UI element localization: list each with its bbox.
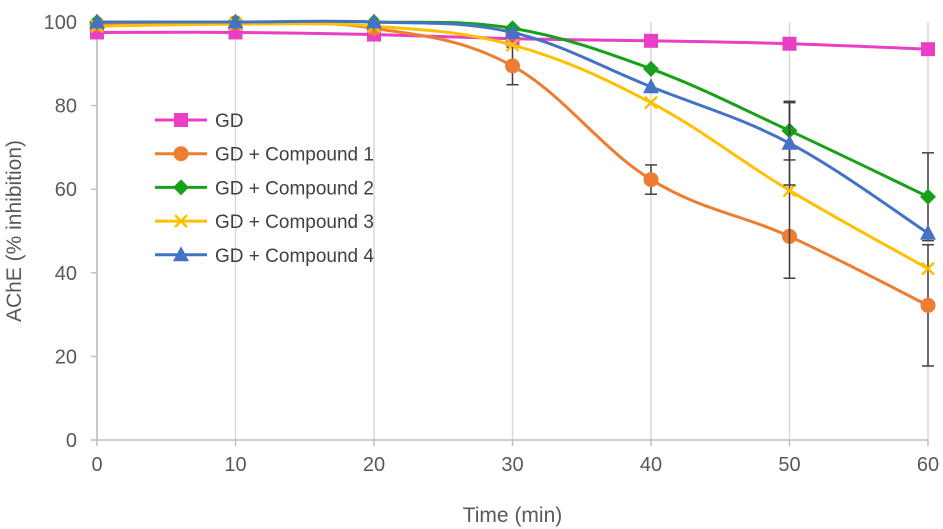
axes: 0 20 40 60 80 100 0 10 20 30 40 50 60 Time (min) AChE …: [3, 12, 939, 527]
x-axis-title: Time (min): [463, 504, 563, 527]
legend: GD GD + Compound 1 GD + Compound 2 GD + Com…: [155, 111, 374, 267]
data-point: [921, 42, 935, 57]
data-point: [920, 188, 936, 205]
y-tick-label: 0: [66, 430, 77, 452]
x-marker-stroke: [921, 261, 935, 276]
legend-marker: [173, 146, 189, 162]
y-tick-label: 20: [55, 346, 77, 368]
x-tick-label: 60: [917, 454, 939, 476]
y-tick-label: 40: [55, 263, 77, 285]
y-axis-title: AChE (% inhibition): [3, 140, 26, 322]
data-point: [921, 261, 935, 276]
legend-marker: [174, 214, 188, 228]
x-tick-label: 50: [778, 454, 800, 476]
y-tick-label: 80: [55, 96, 77, 118]
legend-label: GD + Compound 2: [215, 178, 374, 199]
data-point: [781, 134, 798, 150]
data-point: [644, 95, 658, 110]
series-4: [89, 13, 936, 240]
legend-label: GD: [215, 111, 244, 132]
x-tick-label: 40: [640, 454, 662, 476]
data-point: [782, 36, 797, 51]
legend-entry-4: GD + Compound 4: [155, 246, 374, 267]
x-marker-stroke: [505, 38, 520, 52]
data-point: [643, 172, 659, 188]
legend-label: GD + Compound 4: [215, 246, 374, 267]
data-point: [504, 23, 521, 39]
legend-label: GD + Compound 3: [215, 212, 374, 233]
data-point: [89, 13, 105, 29]
legend-entry-1: GD + Compound 1: [155, 145, 374, 166]
data-point: [920, 224, 936, 240]
data-point: [643, 78, 659, 94]
x-marker-stroke: [174, 214, 188, 228]
legend-marker: [173, 179, 189, 196]
legend-entry-3: GD + Compound 3: [155, 212, 374, 233]
legend-label: GD + Compound 1: [215, 145, 374, 166]
data-point: [505, 38, 520, 52]
x-marker-stroke: [644, 95, 658, 110]
y-tick-label: 60: [55, 179, 77, 201]
legend-marker: [173, 246, 189, 262]
data-point: [643, 60, 659, 77]
x-tick-label: 0: [91, 454, 102, 476]
x-marker-stroke: [782, 183, 797, 198]
data-point: [227, 13, 244, 29]
x-tick-label: 30: [501, 454, 523, 476]
legend-entry-0: GD: [155, 111, 244, 132]
data-point: [505, 58, 520, 74]
legend-entry-2: GD + Compound 2: [155, 178, 374, 199]
data-point: [644, 33, 658, 48]
y-tick-label: 100: [44, 12, 77, 34]
x-tick-label: 20: [363, 454, 385, 476]
data-point: [366, 13, 382, 29]
x-tick-label: 10: [224, 454, 246, 476]
series-group: [89, 13, 936, 367]
data-point: [920, 297, 936, 313]
legend-marker: [174, 113, 188, 127]
data-point: [782, 183, 797, 198]
